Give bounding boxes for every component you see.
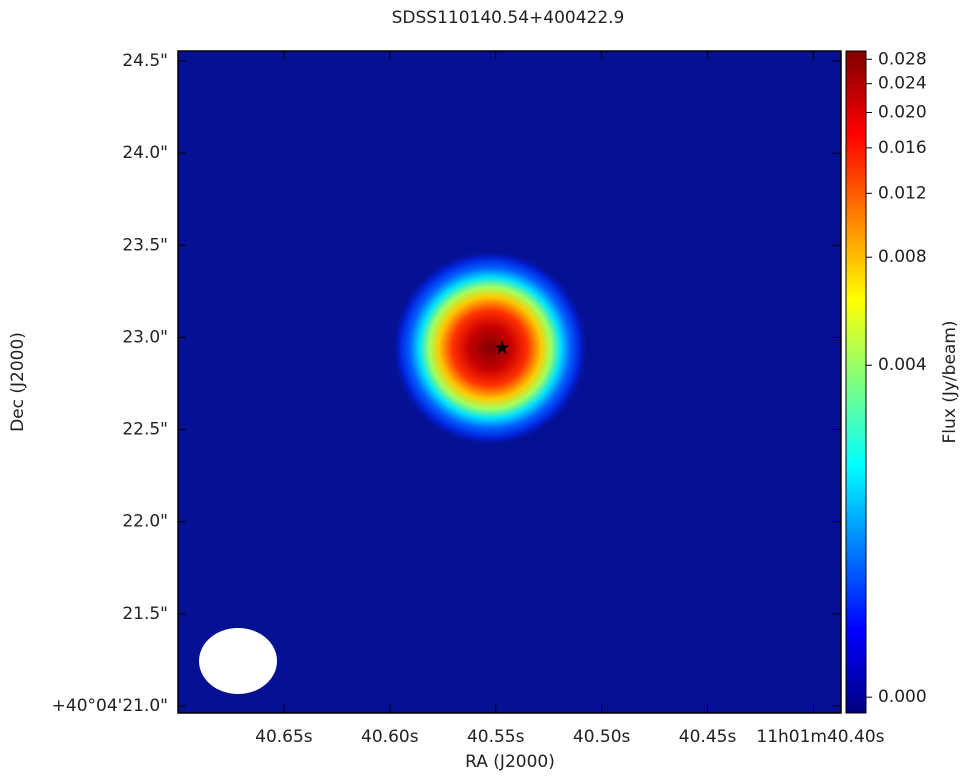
colorbar-tick-label: 0.024 bbox=[878, 74, 927, 94]
x-tick-label: 40.45s bbox=[679, 727, 737, 747]
x-tick-label: 40.50s bbox=[573, 727, 631, 747]
plot-frame bbox=[177, 50, 842, 714]
colorbar-tick-label: 0.012 bbox=[878, 183, 927, 203]
y-tick-label: 23.5" bbox=[122, 235, 168, 255]
y-axis-label: Dec (J2000) bbox=[8, 332, 28, 432]
x-tick-label: 40.55s bbox=[467, 727, 525, 747]
colorbar-tick-label: 0.008 bbox=[878, 247, 927, 267]
colorbar-tick-label: 0.020 bbox=[878, 103, 927, 123]
beam bbox=[199, 628, 277, 694]
y-tick-label: 23.0" bbox=[122, 327, 168, 347]
colorbar-tick-label: 0.016 bbox=[878, 138, 927, 158]
y-tick-label: 22.0" bbox=[122, 512, 168, 532]
y-tick-label: 24.5" bbox=[122, 51, 168, 71]
colorbar bbox=[845, 50, 867, 714]
x-tick-label: 40.60s bbox=[361, 727, 419, 747]
x-tick-label: 11h01m40.40s bbox=[756, 727, 884, 747]
y-tick-label: 24.0" bbox=[122, 143, 168, 163]
y-tick-label: 21.5" bbox=[122, 604, 168, 624]
colorbar-label: Flux (Jy/beam) bbox=[940, 320, 960, 443]
colorbar-tick-label: 0.000 bbox=[878, 687, 927, 707]
chart-title: SDSS110140.54+400422.9 bbox=[392, 8, 625, 28]
y-tick-label: +40°04'21.0" bbox=[52, 696, 168, 716]
source-marker bbox=[494, 339, 510, 355]
source-emission bbox=[392, 250, 588, 446]
colorbar-tick-label: 0.028 bbox=[878, 49, 927, 69]
colorbar-tick-label: 0.004 bbox=[878, 355, 927, 375]
x-tick-label: 40.65s bbox=[255, 727, 313, 747]
x-axis-label: RA (J2000) bbox=[465, 752, 555, 772]
y-tick-label: 22.5" bbox=[122, 420, 168, 440]
